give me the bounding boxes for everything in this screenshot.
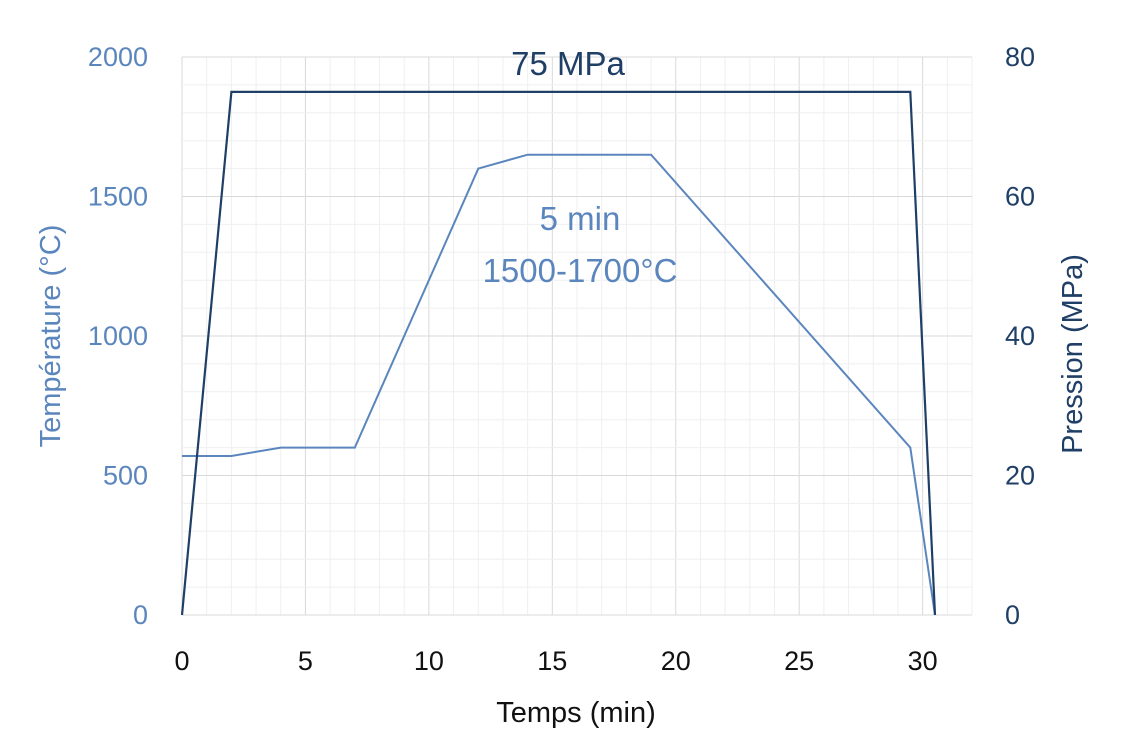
annotation-temperature-range: 1500-1700°C — [483, 252, 678, 289]
x-axis-title: Temps (min) — [496, 697, 656, 729]
right-axis-tick-label: 0 — [1005, 600, 1020, 630]
x-axis-tick-label: 10 — [414, 646, 444, 676]
right-axis-tick-label: 20 — [1005, 461, 1035, 491]
left-axis-tick-label: 0 — [133, 600, 148, 630]
annotation-pressure: 75 MPa — [511, 45, 625, 82]
tick-labels: 0 500 1000 1500 2000 0 20 40 60 80 0 5 10 15 20 25 30 — [88, 42, 1035, 676]
series-lines — [180, 90, 937, 616]
x-axis-tick-label: 20 — [661, 646, 691, 676]
gridlines — [181, 56, 973, 616]
x-axis-tick-label: 5 — [298, 646, 313, 676]
x-axis-tick-label: 30 — [908, 646, 938, 676]
series-line-temperature — [182, 153, 936, 616]
left-axis-tick-label: 500 — [103, 461, 148, 491]
right-axis-tick-label: 60 — [1005, 182, 1035, 212]
annotation-hold-time: 5 min — [540, 200, 621, 237]
left-axis-tick-label: 1000 — [88, 321, 148, 351]
left-axis-tick-label: 1500 — [88, 182, 148, 212]
right-axis-title: Pression (MPa) — [1057, 254, 1089, 454]
left-axis-tick-label: 2000 — [88, 42, 148, 72]
series-line-pressure — [180, 90, 937, 616]
right-axis-tick-label: 80 — [1005, 42, 1035, 72]
x-axis-tick-label: 15 — [537, 646, 567, 676]
x-axis-tick-label: 0 — [174, 646, 189, 676]
left-axis-title: Température (°C) — [35, 225, 67, 448]
x-axis-tick-label: 25 — [784, 646, 814, 676]
right-axis-tick-label: 40 — [1005, 321, 1035, 351]
